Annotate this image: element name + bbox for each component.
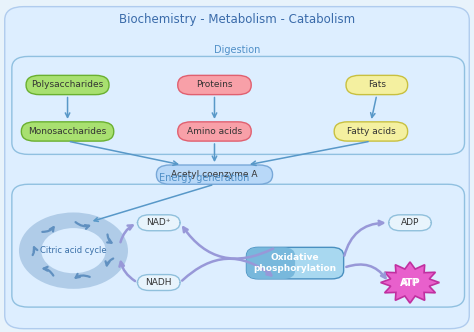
FancyBboxPatch shape	[178, 122, 251, 141]
Text: Proteins: Proteins	[196, 80, 233, 90]
Text: Citric acid cycle: Citric acid cycle	[40, 246, 107, 255]
FancyBboxPatch shape	[5, 7, 469, 329]
Text: NAD⁺: NAD⁺	[146, 218, 171, 227]
FancyBboxPatch shape	[12, 56, 465, 154]
FancyBboxPatch shape	[12, 184, 465, 307]
Text: Oxidative
phosphorylation: Oxidative phosphorylation	[254, 253, 337, 273]
FancyBboxPatch shape	[334, 122, 408, 141]
Text: Acetyl coenzyme A: Acetyl coenzyme A	[171, 170, 258, 179]
FancyBboxPatch shape	[137, 215, 180, 231]
Text: Fatty acids: Fatty acids	[346, 127, 395, 136]
Text: Energy generation: Energy generation	[159, 173, 249, 183]
FancyBboxPatch shape	[26, 75, 109, 95]
FancyBboxPatch shape	[178, 75, 251, 95]
FancyBboxPatch shape	[389, 215, 431, 231]
FancyBboxPatch shape	[246, 247, 295, 279]
Text: ADP: ADP	[401, 218, 419, 227]
Text: Monosaccharides: Monosaccharides	[28, 127, 107, 136]
Circle shape	[19, 212, 128, 289]
FancyBboxPatch shape	[246, 247, 344, 279]
FancyBboxPatch shape	[156, 165, 273, 184]
Text: ATP: ATP	[400, 278, 420, 288]
Polygon shape	[381, 262, 439, 303]
FancyBboxPatch shape	[137, 275, 180, 290]
Text: Digestion: Digestion	[214, 45, 260, 55]
Text: Biochemistry - Metabolism - Catabolism: Biochemistry - Metabolism - Catabolism	[119, 13, 355, 27]
Text: ATP: ATP	[402, 278, 418, 287]
FancyBboxPatch shape	[346, 75, 408, 95]
Text: Polysaccharides: Polysaccharides	[31, 80, 104, 90]
FancyBboxPatch shape	[21, 122, 114, 141]
Circle shape	[41, 228, 106, 273]
Text: Fats: Fats	[368, 80, 386, 90]
Text: NADH: NADH	[146, 278, 172, 287]
Text: Amino acids: Amino acids	[187, 127, 242, 136]
